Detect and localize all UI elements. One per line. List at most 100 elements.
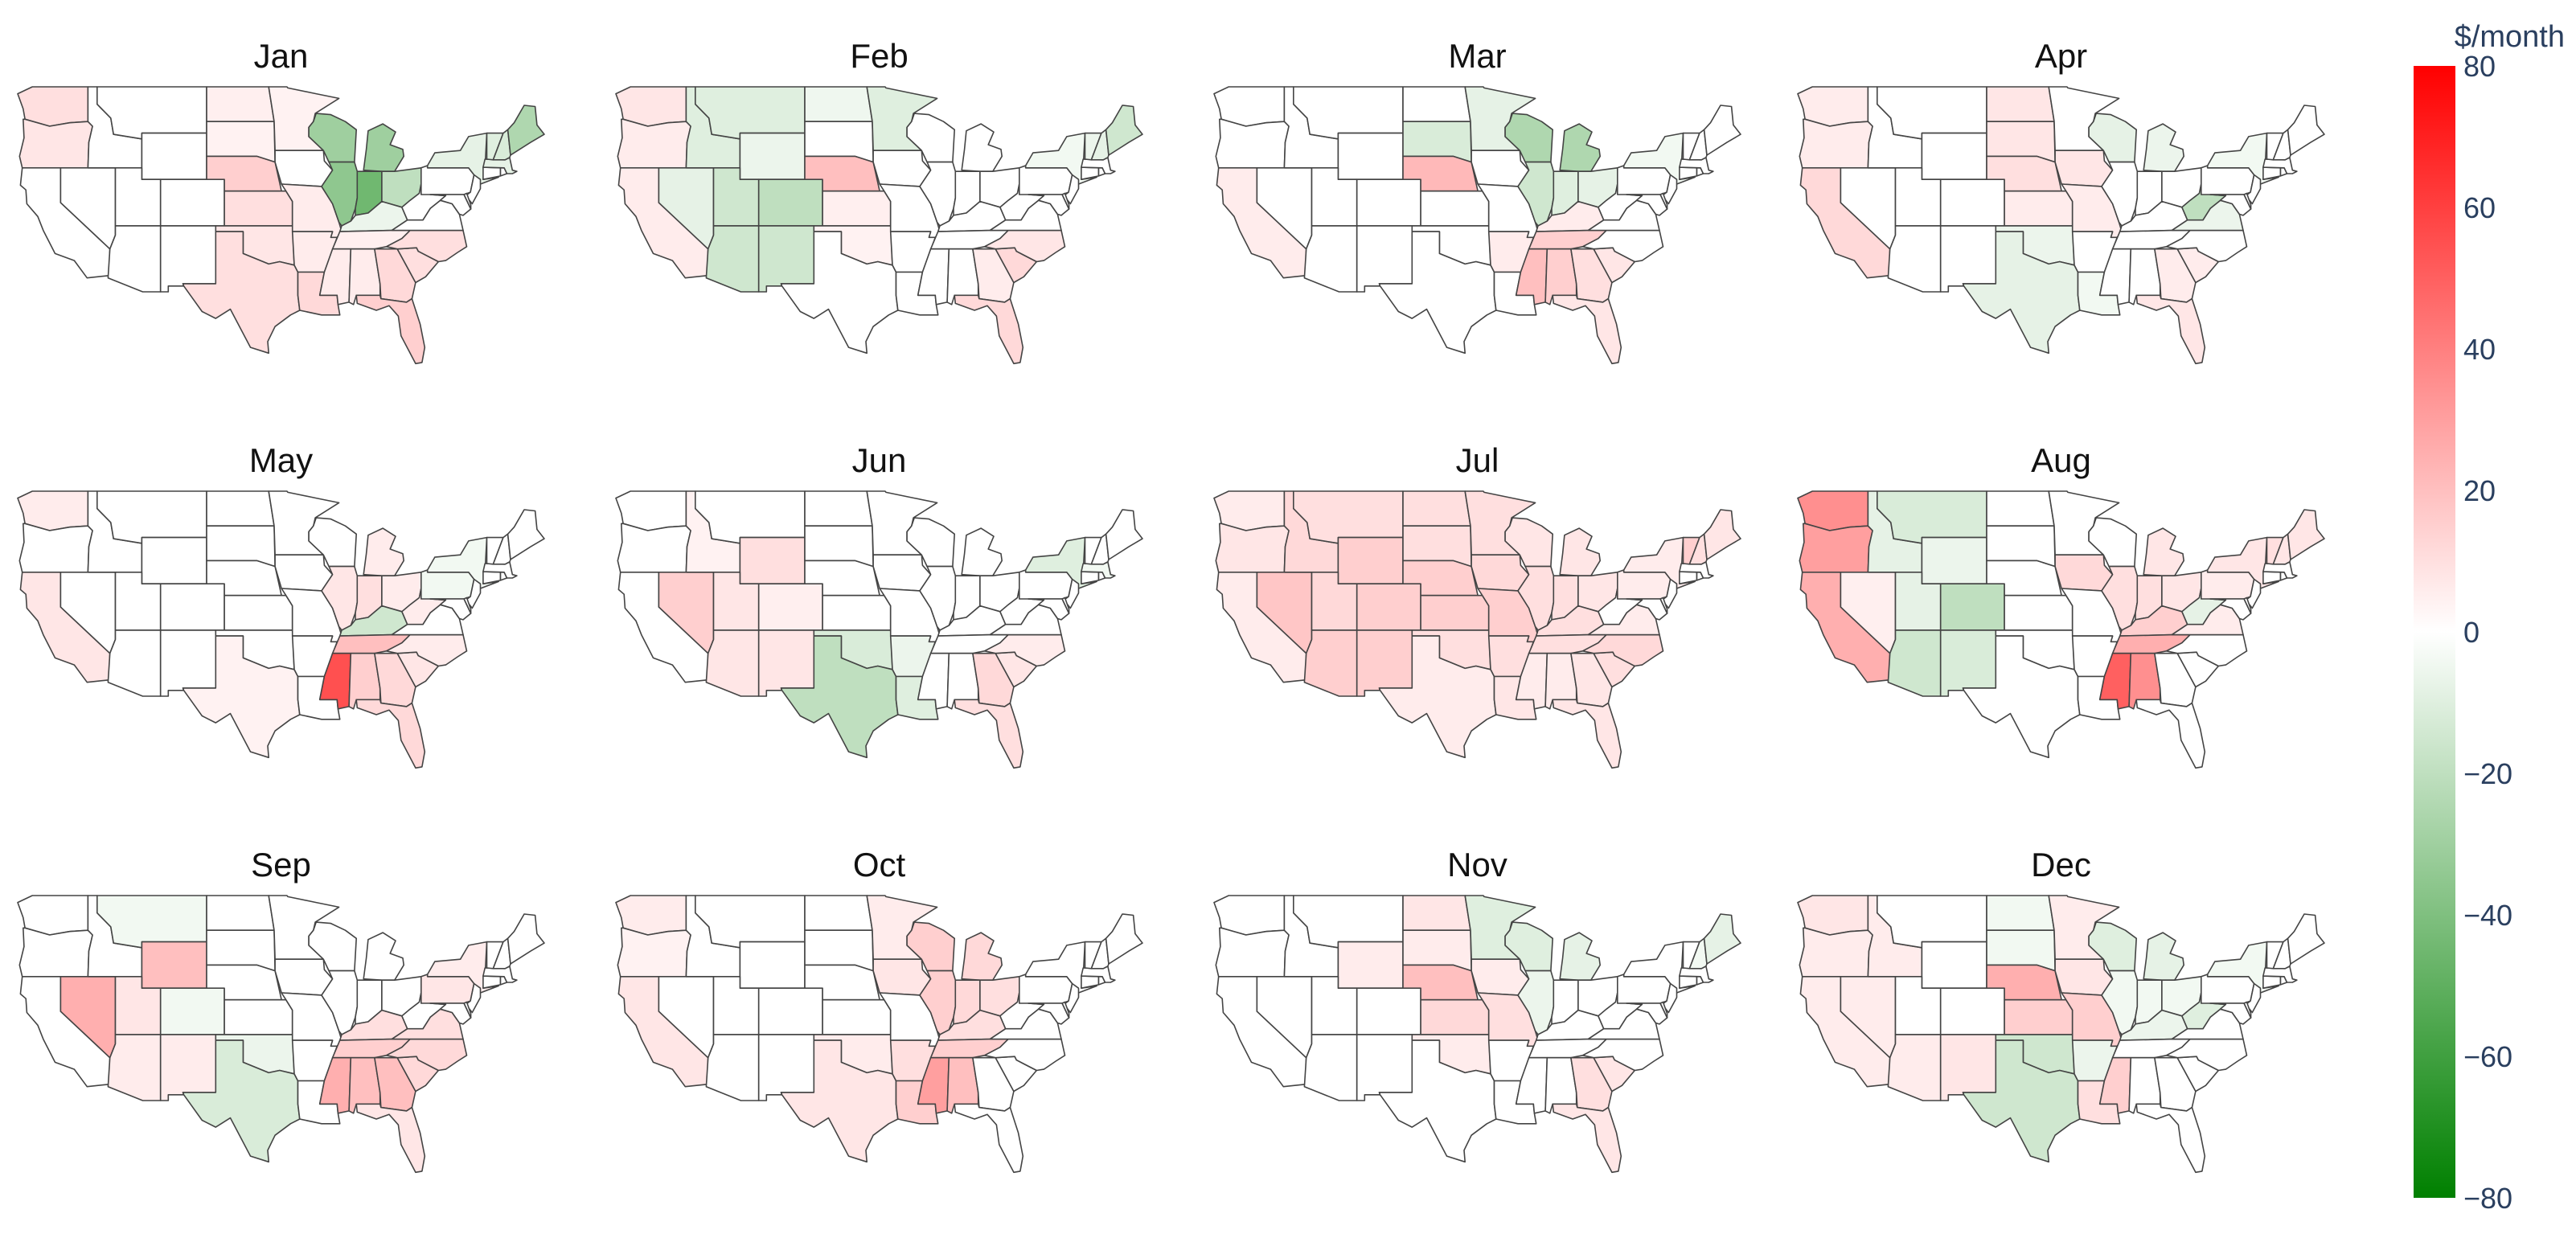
state-ia xyxy=(274,150,334,187)
state-tx xyxy=(780,1039,899,1163)
state-fl xyxy=(1552,1103,1622,1174)
state-mi xyxy=(2143,123,2184,172)
state-wy xyxy=(141,536,207,585)
state-nm xyxy=(159,1034,217,1101)
state-nj xyxy=(2245,174,2262,205)
state-wy xyxy=(141,132,207,180)
colorbar-tick-label: −40 xyxy=(2463,899,2512,932)
state-ms xyxy=(917,652,950,710)
state-ms xyxy=(2098,652,2132,710)
state-ms xyxy=(318,652,352,710)
state-co xyxy=(1939,987,2005,1035)
map-title: Oct xyxy=(853,846,906,883)
state-mi xyxy=(363,527,405,577)
state-wy xyxy=(1921,132,1987,180)
state-ia xyxy=(2054,554,2114,592)
state-nm xyxy=(757,225,815,293)
map-title: Aug xyxy=(2031,441,2091,479)
state-nm xyxy=(1939,629,1997,697)
map-panel-nov: Nov xyxy=(1213,846,1741,1174)
state-az xyxy=(1887,629,1942,697)
state-nd xyxy=(1402,895,1471,931)
state-fl xyxy=(355,699,426,769)
map-panel-jul: Jul xyxy=(1213,441,1741,769)
state-fl xyxy=(954,294,1024,365)
state-nc xyxy=(983,229,1066,263)
state-co xyxy=(1939,178,2005,227)
state-mi xyxy=(363,932,405,981)
state-nc xyxy=(983,633,1066,667)
state-fl xyxy=(355,294,426,365)
state-co xyxy=(757,178,823,227)
state-nd xyxy=(1402,86,1471,122)
map-panel-mar: Mar xyxy=(1213,37,1741,365)
state-az xyxy=(705,225,760,293)
state-de xyxy=(2243,597,2252,614)
state-or xyxy=(1799,927,1873,978)
state-pa xyxy=(1019,569,1073,600)
state-mi xyxy=(961,527,1003,577)
state-nc xyxy=(1581,1038,1664,1072)
colorbar-title: $/month xyxy=(2455,20,2565,54)
state-fl xyxy=(1552,294,1622,365)
state-wy xyxy=(141,941,207,989)
state-mt xyxy=(96,895,207,949)
state-ia xyxy=(872,150,932,187)
state-nd xyxy=(1986,86,2055,122)
state-nc xyxy=(1581,633,1664,667)
state-de xyxy=(463,192,472,210)
state-az xyxy=(1887,1034,1942,1101)
state-az xyxy=(705,1034,760,1101)
state-ms xyxy=(1515,1056,1548,1114)
colorbar-ticks: 80 60 40 20 0 −20 −40 −60 −80 xyxy=(2463,50,2512,1215)
colorbar-tick-label: 80 xyxy=(2463,50,2496,83)
state-ks xyxy=(2004,594,2074,631)
state-me xyxy=(1105,105,1143,156)
state-ks xyxy=(822,998,892,1035)
state-nm xyxy=(757,629,815,697)
maps-grid: Jan Feb Mar Apr May Jun Jul Aug Sep Oct Nov Dec xyxy=(17,37,2325,1174)
state-or xyxy=(1799,523,1873,573)
state-pa xyxy=(1617,974,1672,1004)
state-wy xyxy=(1337,132,1404,180)
state-de xyxy=(2243,1001,2252,1019)
state-or xyxy=(18,927,93,978)
state-tx xyxy=(1962,1039,2081,1163)
state-tx xyxy=(1378,231,1497,355)
state-fl xyxy=(355,1103,426,1174)
state-or xyxy=(1215,523,1290,573)
state-mt xyxy=(694,895,806,949)
state-tx xyxy=(182,1039,301,1163)
state-ks xyxy=(822,190,892,227)
state-or xyxy=(1215,927,1290,978)
map-title: Nov xyxy=(1447,846,1507,883)
state-co xyxy=(1356,178,1421,227)
colorbar: $/month 80 60 40 20 0 −20 −40 −60 −80 xyxy=(2414,20,2565,1215)
state-pa xyxy=(420,974,475,1004)
map-title: Sep xyxy=(251,846,311,883)
state-nj xyxy=(465,982,482,1014)
state-ia xyxy=(1471,554,1530,592)
state-or xyxy=(617,118,691,169)
state-az xyxy=(107,225,162,293)
state-me xyxy=(1105,913,1143,965)
state-tx xyxy=(1378,1039,1497,1163)
state-ks xyxy=(1420,190,1490,227)
state-mi xyxy=(1559,527,1601,577)
state-ks xyxy=(224,998,293,1035)
state-ks xyxy=(1420,594,1490,631)
state-de xyxy=(1659,192,1668,210)
colorbar-tick-label: −60 xyxy=(2463,1040,2512,1073)
state-wy xyxy=(739,941,806,989)
state-az xyxy=(107,629,162,697)
state-nm xyxy=(1939,225,1997,293)
state-co xyxy=(159,583,225,631)
map-title: May xyxy=(249,441,313,479)
state-tx xyxy=(182,231,301,355)
state-ms xyxy=(318,1056,352,1114)
state-or xyxy=(18,118,93,169)
state-wy xyxy=(1337,536,1404,585)
map-panel-feb: Feb xyxy=(615,37,1143,365)
state-me xyxy=(1703,105,1741,156)
